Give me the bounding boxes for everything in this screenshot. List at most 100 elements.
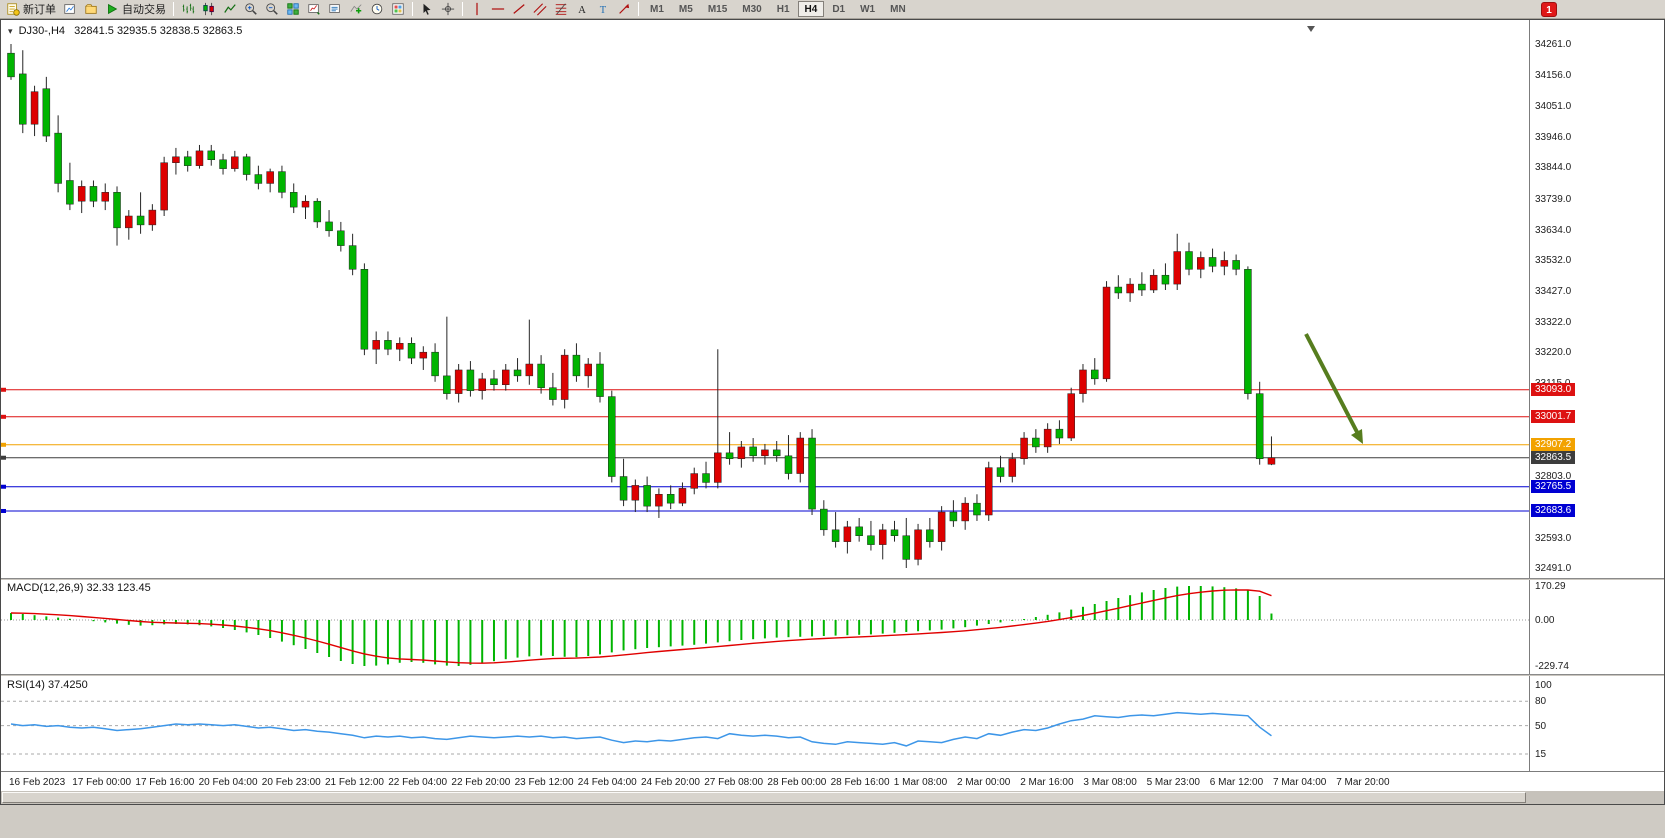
chart-list-button[interactable] [325,1,345,18]
candle-body [1161,274,1170,285]
profiles-button[interactable] [81,1,101,18]
candle-body [89,186,98,202]
time-axis-label: 5 Mar 23:00 [1146,777,1200,788]
candle-body [136,215,145,226]
zoom-out-button[interactable] [262,1,282,18]
candle-body [454,369,463,394]
timeframe-button-MN[interactable]: MN [883,1,913,17]
trendline-button[interactable] [509,1,529,18]
vertical-line-button[interactable] [467,1,487,18]
candle-body [125,215,133,229]
horizontal-line-icon [491,8,505,10]
timeframe-button-M1[interactable]: M1 [643,1,671,17]
time-axis-label: 23 Feb 12:00 [514,777,574,788]
cursor-button[interactable] [417,1,437,18]
horizontal-scrollbar[interactable] [1,791,1664,804]
candle-body [596,363,604,397]
candle-body [537,363,545,388]
candle-body [867,535,875,545]
periods-button[interactable] [367,1,387,18]
rsi-axis-label: 15 [1535,749,1547,760]
autotrading-button[interactable]: 自动交易 [102,1,169,18]
collapse-arrow-icon[interactable]: ▾ [8,26,13,36]
text-button[interactable]: A [572,1,592,18]
candle-body [1149,274,1158,291]
chart-window: ▾ DJ30-,H4 32841.5 32935.5 32838.5 32863… [0,19,1665,805]
price-tick-label: 34261.0 [1535,39,1572,50]
price-line-tag[interactable]: 33093.0 [1531,383,1576,397]
tile-windows-button[interactable] [283,1,303,18]
candle-body [360,269,369,350]
time-axis-label: 28 Feb 00:00 [767,777,827,788]
svg-text:T: T [600,5,607,16]
timeframe-button-M15[interactable]: M15 [701,1,734,17]
price-line-tag[interactable]: 32907.2 [1531,438,1576,452]
scrollbar-thumb[interactable] [2,792,1526,803]
time-axis-label: 2 Mar 00:00 [957,777,1011,788]
candle-body [1208,257,1217,267]
indicators-button[interactable] [346,1,366,18]
candle-body [690,473,698,489]
candlestick-chart-button[interactable] [199,1,219,18]
timeframe-button-W1[interactable]: W1 [853,1,882,17]
arrows-button[interactable] [614,1,634,18]
timeframe-button-M30[interactable]: M30 [735,1,768,17]
candle-body [207,150,216,161]
zoom-in-icon [245,3,257,15]
time-axis-label: 27 Feb 08:00 [704,777,764,788]
price-line-tag[interactable]: 32683.6 [1531,504,1576,518]
toolbar-separator [462,2,463,16]
macd-label: MACD(12,26,9) 32.33 123.45 [7,582,151,594]
candle-body [1138,283,1146,291]
candle-body [1008,458,1017,477]
candle-body [466,369,475,391]
horizontal-line-button[interactable] [488,1,508,18]
zoom-out-icon [266,3,278,15]
candle-body [655,494,663,507]
notification-badge[interactable]: 1 [1541,2,1557,17]
candle-body [631,485,640,501]
templates-icon [392,3,404,15]
equidistant-channel-button[interactable] [530,1,550,18]
candle-body [372,340,380,350]
rsi-panel[interactable] [1,677,1529,770]
fibonacci-button[interactable] [551,1,571,18]
candle-body [820,508,828,531]
time-axis-label: 22 Feb 04:00 [388,777,448,788]
price-chart[interactable] [1,20,1529,578]
new-order-icon [7,3,20,16]
crosshair-button[interactable] [438,1,458,18]
bars-chart-icon [182,3,195,14]
macd-panel-splitter[interactable] [1,578,1664,580]
candle-body [101,192,109,202]
price-tick-label: 32593.0 [1535,532,1572,544]
candle-body [1020,437,1028,460]
axis-border [1529,20,1530,771]
price-line-tag[interactable]: 33001.7 [1531,410,1576,424]
timeframe-button-H1[interactable]: H1 [770,1,797,17]
candle-body [737,446,746,460]
rsi-panel-splitter[interactable] [1,674,1664,676]
new-chart-button[interactable] [60,1,80,18]
price-tick-label: 34051.0 [1535,101,1572,113]
sell-arrow-annotation[interactable] [1304,333,1363,444]
timeframe-button-D1[interactable]: D1 [825,1,852,17]
rsi-label: RSI(14) 37.4250 [7,679,88,691]
templates-button[interactable] [388,1,408,18]
label-button[interactable]: T [593,1,613,18]
chart-shift-marker-icon [1307,26,1315,32]
rsi-axis-label: 100 [1535,680,1552,691]
timeframe-button-H4[interactable]: H4 [797,1,825,17]
bars-chart-button[interactable] [178,1,198,18]
toolbar-separator [173,2,174,16]
line-chart-button[interactable] [220,1,240,18]
timeframe-button-M5[interactable]: M5 [672,1,700,17]
new-order-button[interactable]: 新订单 [3,1,59,18]
macd-panel[interactable] [1,580,1529,673]
chart-window-button[interactable] [304,1,324,18]
rsi-line [10,711,1272,747]
price-line-tag[interactable]: 32765.5 [1531,480,1576,494]
label-icon: T [600,5,607,16]
zoom-in-button[interactable] [241,1,261,18]
candle-body [395,343,404,350]
